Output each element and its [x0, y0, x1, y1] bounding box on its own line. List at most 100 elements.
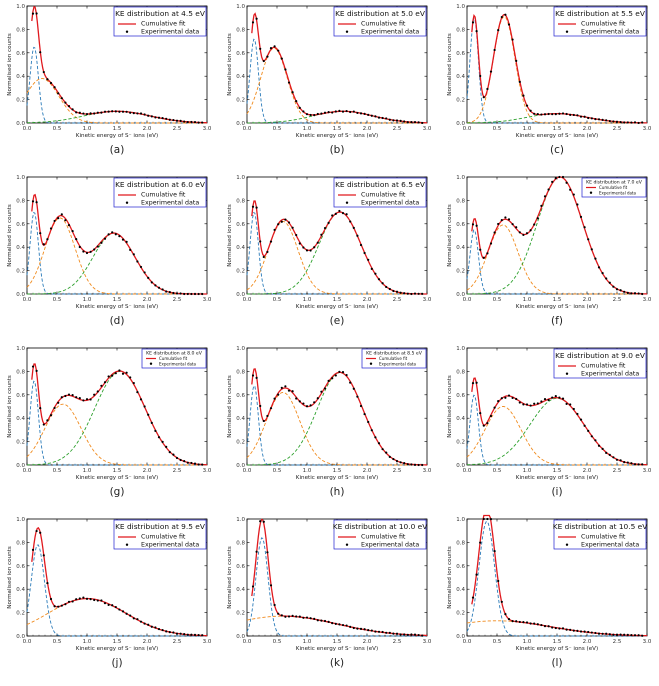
data-point [500, 218, 503, 222]
data-point [612, 120, 615, 123]
y-tick-label: 0.6 [456, 51, 465, 57]
data-point [302, 110, 305, 113]
data-point [71, 393, 74, 397]
data-point [150, 625, 153, 628]
x-tick-label: 1.0 [83, 126, 92, 132]
data-point [67, 224, 71, 227]
data-point [150, 421, 153, 424]
data-point [255, 206, 258, 209]
data-point [313, 401, 316, 404]
data-point [612, 456, 615, 459]
x-tick-label: 1.5 [333, 126, 342, 132]
data-point [35, 369, 38, 373]
data-point [161, 628, 164, 632]
data-point [89, 398, 92, 401]
x-tick-label: 1.5 [333, 468, 342, 474]
data-point [623, 290, 626, 293]
component-curve-3 [246, 211, 427, 295]
x-tick-label: 0.0 [23, 297, 32, 303]
data-point [269, 407, 273, 410]
data-point [486, 87, 489, 91]
legend-title: KE distribution at 6.0 eV [115, 180, 205, 189]
data-point [121, 610, 125, 613]
x-tick-label: 3.0 [203, 126, 212, 132]
y-axis-label: Normalised ion counts [227, 204, 233, 267]
data-point [82, 399, 85, 402]
data-point [96, 599, 99, 602]
data-point [129, 376, 132, 379]
data-point [626, 461, 629, 464]
data-point [277, 49, 280, 52]
data-point [623, 633, 626, 636]
data-point [349, 625, 352, 628]
y-tick-label: 1.0 [16, 517, 25, 523]
data-point [626, 633, 629, 636]
data-point [327, 379, 330, 382]
component-curve-1 [466, 521, 647, 637]
y-tick-label: 0.2 [16, 269, 25, 275]
y-tick-label: 0.4 [456, 587, 465, 593]
data-point [85, 398, 89, 401]
data-point [75, 238, 78, 241]
x-tick-label: 2.5 [173, 126, 182, 132]
data-point [132, 381, 135, 385]
x-tick-label: 3.0 [423, 639, 432, 645]
data-point [356, 234, 359, 237]
data-point [349, 110, 352, 114]
chart-panel-e: 0.0 0.5 1.0 1.5 2.0 2.5 3.0 0.0 0.2 0.4 0.6 0.8 1.0 K… [220, 171, 439, 342]
data-point [302, 616, 305, 619]
data-point [417, 292, 420, 295]
data-point [121, 372, 125, 375]
data-point [392, 632, 395, 635]
data-point [374, 115, 377, 118]
y-tick-label: 1.0 [236, 4, 245, 10]
data-point [165, 117, 168, 120]
legend-title: KE distribution at 9.5 eV [115, 522, 205, 531]
data-point [168, 451, 171, 454]
data-point [266, 250, 269, 254]
data-point [93, 112, 96, 115]
data-point [605, 632, 608, 635]
x-tick-label: 2.0 [143, 126, 152, 132]
x-tick-label: 1.5 [553, 126, 562, 132]
data-point [594, 439, 597, 442]
y-tick-label: 1.0 [456, 346, 465, 352]
data-point [136, 260, 139, 263]
data-point [165, 445, 168, 448]
x-tick-label: 0.0 [243, 468, 252, 474]
data-point [157, 627, 161, 631]
legend: KE distribution at 6.5 eV Cumulative fitE… [333, 177, 427, 208]
data-point [129, 248, 132, 251]
cumulative-fit-line [251, 368, 428, 466]
data-point [522, 233, 525, 237]
data-point [147, 623, 150, 626]
data-point [255, 17, 258, 20]
data-point [413, 121, 417, 124]
data-point [100, 111, 103, 114]
chart-panel-i: 0.0 0.5 1.0 1.5 2.0 2.5 3.0 0.0 0.2 0.4 0.6 0.8 1.0 K… [440, 342, 659, 513]
data-point [359, 112, 363, 115]
data-point [42, 243, 45, 246]
component-curve-1 [26, 380, 207, 466]
data-point [533, 402, 536, 405]
component-curve-2 [246, 392, 427, 466]
data-point [154, 626, 157, 629]
data-point [518, 620, 521, 624]
legend-fit-label: Cumulative fit [141, 534, 186, 541]
data-point [154, 284, 157, 287]
data-point [280, 386, 283, 389]
data-point [576, 203, 579, 206]
data-point [53, 86, 56, 89]
data-point [597, 266, 601, 269]
data-point [201, 463, 204, 466]
data-point [309, 617, 312, 620]
data-point [507, 218, 511, 221]
data-point [605, 119, 608, 122]
legend-data-label: Experimental data [361, 542, 419, 549]
data-point [493, 550, 496, 553]
data-point [132, 617, 135, 620]
data-point [579, 418, 583, 421]
x-tick-label: 3.0 [423, 468, 432, 474]
y-axis-label: Normalised ion counts [447, 375, 453, 438]
x-tick-label: 2.0 [583, 639, 592, 645]
